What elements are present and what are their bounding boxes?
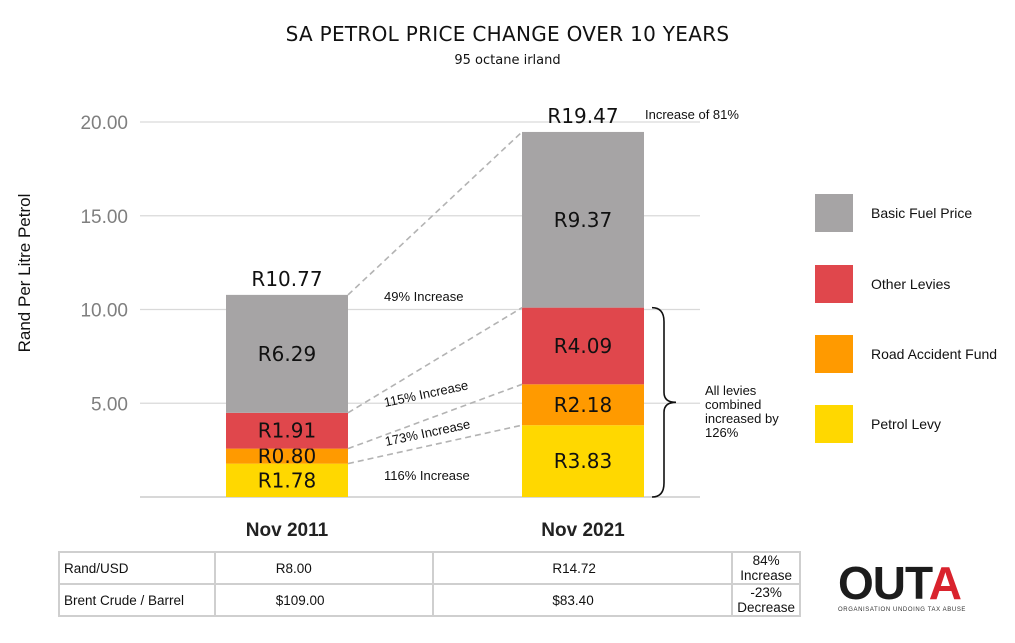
table-cell-2021: R14.72	[432, 551, 734, 585]
chart-title: SA PETROL PRICE CHANGE OVER 10 YEARS	[285, 22, 730, 46]
legend-swatch	[815, 265, 853, 303]
levies-brace	[651, 306, 677, 498]
table-cell-change: 84% Increase	[731, 551, 801, 585]
connector-line	[347, 306, 523, 414]
annotation-total-change: Increase of 81%	[645, 107, 739, 122]
outa-logo: OUTA ORGANISATION UNDOING TAX ABUSE	[838, 560, 988, 620]
legend-swatch	[815, 194, 853, 232]
legend-swatch	[815, 335, 853, 373]
annotation-levies-combined: combined	[705, 397, 761, 412]
legend-label: Petrol Levy	[871, 416, 942, 432]
total-label: R19.47	[547, 104, 618, 128]
annotation-petrol-levy: 116% Increase	[384, 468, 470, 483]
data-label: R1.78	[258, 468, 316, 492]
logo-tagline: ORGANISATION UNDOING TAX ABUSE	[838, 607, 967, 613]
bar-segment	[226, 463, 348, 497]
y-tick-label: 20.00	[80, 113, 128, 134]
table-cell-2011: $109.00	[213, 583, 435, 617]
bar-segment	[226, 294, 348, 413]
annotation-raf: 173% Increase	[384, 416, 472, 449]
logo-wordmark: OUTA	[838, 557, 962, 609]
bar-segment	[522, 131, 644, 308]
annotation-other-levies: 115% Increase	[383, 377, 470, 410]
annotation-levies-combined: All levies	[705, 383, 757, 398]
annotation-levies-combined: increased by	[705, 411, 779, 426]
bar-segment	[522, 307, 644, 385]
table-cell-label: Rand/USD	[58, 551, 216, 585]
y-tick-label: 5.00	[91, 394, 128, 415]
annotation-levies-combined: 126%	[705, 425, 739, 440]
data-label: R2.18	[554, 393, 612, 417]
legend-item: Petrol Levy	[815, 405, 941, 443]
connector-line	[347, 131, 523, 296]
data-label: R3.83	[554, 449, 612, 473]
legend-label: Basic Fuel Price	[871, 205, 973, 221]
bar-segment	[226, 448, 348, 464]
legend-item: Road Accident Fund	[815, 335, 997, 373]
table-cell-change: -23% Decrease	[731, 583, 801, 617]
bar-segment	[522, 425, 644, 497]
y-tick-label: 15.00	[80, 207, 128, 228]
data-label: R4.09	[554, 334, 612, 358]
table-cell-2011: R8.00	[213, 551, 435, 585]
legend-item: Basic Fuel Price	[815, 194, 972, 232]
y-axis-label: Rand Per Litre Petrol	[15, 193, 34, 353]
legend-item: Other Levies	[815, 265, 950, 303]
legend-label: Road Accident Fund	[871, 346, 998, 362]
data-label: R1.91	[258, 419, 316, 443]
bar-segment	[522, 384, 644, 426]
connector-line	[347, 383, 523, 450]
x-tick-label: Nov 2021	[541, 520, 625, 541]
total-label: R10.77	[251, 267, 322, 291]
table-row: Brent Crude / Barrel $109.00 $83.40 -23%…	[58, 583, 801, 617]
chart-subtitle: 95 octane irland	[454, 53, 561, 68]
data-label: R6.29	[258, 342, 316, 366]
table-row: Rand/USD R8.00 R14.72 84% Increase	[58, 551, 801, 585]
annotation-basic-fuel: 49% Increase	[384, 289, 464, 304]
table-cell-label: Brent Crude / Barrel	[58, 583, 216, 617]
y-tick-label: 10.00	[80, 301, 128, 322]
x-tick-label: Nov 2011	[246, 520, 329, 541]
exchange-rate-table: Rand/USD R8.00 R14.72 84% Increase Brent…	[58, 551, 801, 617]
table-cell-2021: $83.40	[432, 583, 734, 617]
bar-segment	[226, 412, 348, 449]
legend-swatch	[815, 405, 853, 443]
data-label: R9.37	[554, 208, 612, 232]
legend-label: Other Levies	[871, 276, 951, 292]
